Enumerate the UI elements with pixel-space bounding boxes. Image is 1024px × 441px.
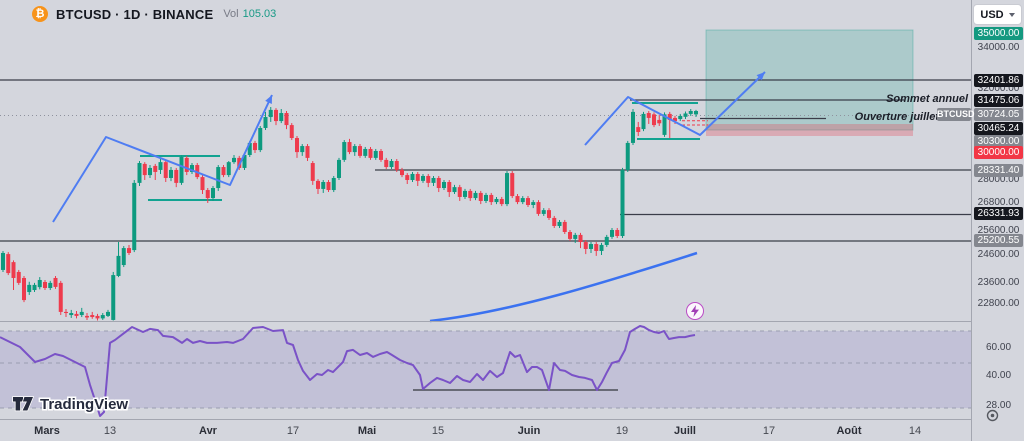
chart-legend[interactable]: ₿ BTCUSD · 1D · BINANCE Vol 105.03: [32, 5, 276, 23]
price-label: 26331.93: [974, 206, 1023, 220]
rsi-scale-label: 40.00: [985, 369, 1012, 381]
price-label: 24600.00: [977, 248, 1020, 260]
price-label: 22800.00: [977, 297, 1020, 309]
time-axis[interactable]: Mars 13 Avr 17 Mai 15 Juin 19 Juill 17 Août 14: [0, 420, 971, 441]
price-axis[interactable]: 35000.00 34000.00 32401.86 32000.00 31475.06…: [971, 0, 1024, 441]
time-label: 13: [103, 425, 117, 437]
price-label: 32401.86: [974, 73, 1023, 87]
tradingview-logo-text: TradingView: [40, 395, 129, 413]
arrow-head-icon: [756, 72, 765, 81]
price-label: 23600.00: [977, 276, 1020, 288]
lightning-icon[interactable]: [686, 302, 704, 320]
support-trendline: [429, 251, 698, 323]
chevron-down-icon: [1008, 12, 1015, 17]
price-label: 26800.00: [977, 196, 1020, 208]
time-label: 17: [762, 425, 776, 437]
bitcoin-icon: ₿: [32, 6, 48, 22]
time-label: Mars: [34, 425, 60, 437]
indicator-settings-gear-icon[interactable]: [986, 409, 999, 422]
price-label: 28000.00: [977, 173, 1020, 185]
price-label: 31475.06: [974, 93, 1023, 107]
tradingview-watermark[interactable]: TradingView: [12, 395, 128, 413]
time-label: Mai: [357, 425, 377, 437]
price-label: 35000.00: [974, 26, 1023, 40]
time-label: 19: [615, 425, 629, 437]
volume-label: Vol: [223, 8, 239, 20]
price-label: 25200.55: [974, 233, 1023, 247]
volume-value: 105.03: [242, 8, 277, 20]
currency-toggle-button[interactable]: USD: [973, 4, 1022, 25]
price-label: 34000.00: [977, 41, 1020, 53]
time-label: Juin: [517, 425, 541, 437]
support-zone: [706, 124, 913, 136]
symbol-title[interactable]: BTCUSD · 1D · BINANCE: [56, 6, 214, 22]
price-label: 30000.00: [974, 145, 1023, 159]
price-label: 25600.00: [977, 224, 1020, 236]
time-label: Juill: [673, 425, 696, 437]
price-label: 30465.24: [974, 121, 1023, 135]
trend-arrow-left: [52, 94, 273, 223]
time-label: 17: [286, 425, 300, 437]
arrow-head-icon: [265, 95, 272, 104]
candlestick-series: [1, 106, 698, 321]
time-label: 15: [431, 425, 445, 437]
price-label: 30724.05: [974, 107, 1023, 121]
rsi-band: [0, 331, 971, 408]
annotation-ouverture-juillet[interactable]: Ouverture juillet: [854, 111, 939, 123]
trend-arrow-right: [584, 71, 766, 146]
time-label: Août: [836, 425, 862, 437]
rsi-scale-label: 60.00: [985, 341, 1012, 353]
time-label: 14: [908, 425, 922, 437]
price-label: 28331.40: [974, 163, 1023, 177]
rsi-line: [0, 325, 696, 417]
symbol-price-tag: BTCUSD: [937, 108, 975, 121]
tradingview-logo-icon: [12, 396, 34, 412]
rsi-scale-label: 28.00: [985, 399, 1012, 411]
price-label: 30300.00: [974, 134, 1023, 148]
annotation-sommet-annuel[interactable]: Sommet annuel: [886, 93, 968, 105]
currency-label: USD: [980, 8, 1004, 21]
price-label: 32000.00: [977, 82, 1020, 94]
time-label: Avr: [199, 425, 217, 437]
